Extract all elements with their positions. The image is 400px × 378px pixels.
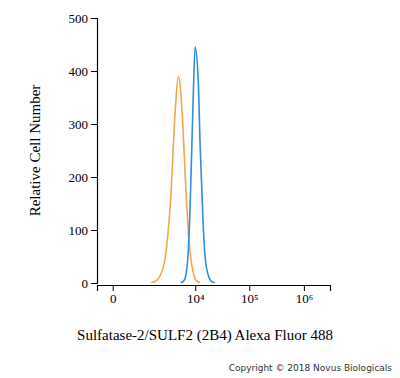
x-tick-label: 0 [110, 291, 117, 306]
x-axis-line [98, 286, 331, 292]
y-tick: 500 [69, 11, 98, 26]
y-axis-title: Relative Cell Number [27, 85, 43, 217]
y-tick-label: 100 [69, 223, 89, 238]
y-tick-label: 300 [69, 117, 89, 132]
y-tick: 400 [69, 64, 98, 79]
x-tick-label: 10⁶ [296, 291, 314, 306]
y-tick-label: 0 [82, 276, 89, 291]
x-tick: 0 [110, 285, 117, 306]
y-tick: 100 [69, 223, 98, 238]
y-tick: 300 [69, 117, 98, 132]
y-tick-mark [91, 177, 97, 178]
x-tick: 10⁶ [296, 285, 314, 306]
y-tick: 0 [82, 276, 98, 291]
y-tick: 200 [69, 170, 98, 185]
histogram-line [180, 47, 215, 283]
y-tick-label: 500 [69, 11, 89, 26]
x-axis: 0 10⁴ 10⁵ 10⁶ [98, 285, 331, 306]
chart: 0 100 200 300 400 500 0 10⁴ 10⁵ 10⁶ Relative Cell … [0, 0, 400, 378]
x-axis-title: Sulfatase-2/SULF2 (2B4) Alexa Fluor 488 [77, 327, 333, 344]
copyright: Copyright © 2018 Novus Biologicals [229, 363, 393, 373]
y-tick-mark [91, 283, 97, 284]
x-tick-mark [249, 285, 250, 291]
x-tick: 10⁵ [241, 285, 259, 306]
x-tick-mark [113, 285, 114, 291]
y-tick-label: 200 [69, 170, 89, 185]
y-tick-label: 400 [69, 64, 89, 79]
y-tick-mark [91, 71, 97, 72]
plot-area [151, 47, 216, 283]
x-tick-mark [195, 285, 196, 291]
x-tick-label: 10⁵ [241, 291, 259, 306]
y-tick-mark [91, 18, 97, 19]
x-tick: 10⁴ [187, 285, 205, 306]
y-axis-line [91, 19, 98, 284]
y-axis: 0 100 200 300 400 500 [69, 11, 98, 291]
x-tick-mark [304, 285, 305, 291]
x-tick-label: 10⁴ [187, 291, 205, 306]
y-tick-mark [91, 230, 97, 231]
y-tick-mark [91, 124, 97, 125]
